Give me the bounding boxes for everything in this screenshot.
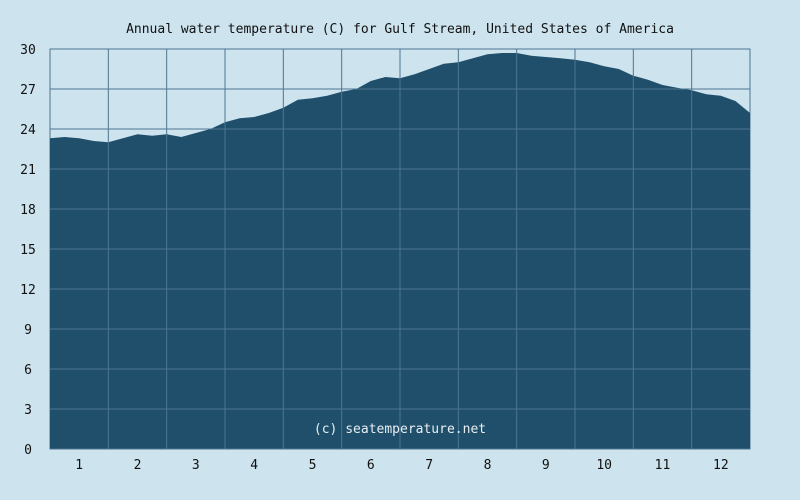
y-tick-label: 12 (20, 283, 36, 298)
x-tick-label: 12 (713, 458, 729, 473)
y-axis-ticks: 0 3 6 9 12 15 18 21 24 27 30 (20, 43, 36, 458)
x-tick-label: 7 (425, 458, 433, 473)
y-tick-label: 9 (24, 323, 32, 338)
x-tick-label: 8 (484, 458, 492, 473)
y-tick-label: 15 (20, 243, 36, 258)
x-tick-label: 10 (596, 458, 612, 473)
watermark: (c) seatemperature.net (314, 422, 486, 437)
x-tick-label: 9 (542, 458, 550, 473)
y-tick-label: 21 (20, 163, 36, 178)
x-tick-label: 3 (192, 458, 200, 473)
y-tick-label: 0 (24, 443, 32, 458)
x-tick-label: 2 (134, 458, 142, 473)
y-tick-label: 3 (24, 403, 32, 418)
x-tick-label: 5 (309, 458, 317, 473)
x-tick-label: 4 (250, 458, 258, 473)
x-tick-label: 11 (655, 458, 671, 473)
x-tick-label: 1 (75, 458, 83, 473)
y-tick-label: 6 (24, 363, 32, 378)
y-tick-label: 27 (20, 83, 36, 98)
y-tick-label: 24 (20, 123, 36, 138)
x-tick-label: 6 (367, 458, 375, 473)
grid-lines (50, 48, 750, 450)
chart-title: Annual water temperature (C) for Gulf St… (126, 22, 674, 37)
y-tick-label: 30 (20, 43, 36, 58)
y-tick-label: 18 (20, 203, 36, 218)
x-axis-ticks: 1 2 3 4 5 6 7 8 9 10 11 12 (75, 458, 728, 473)
